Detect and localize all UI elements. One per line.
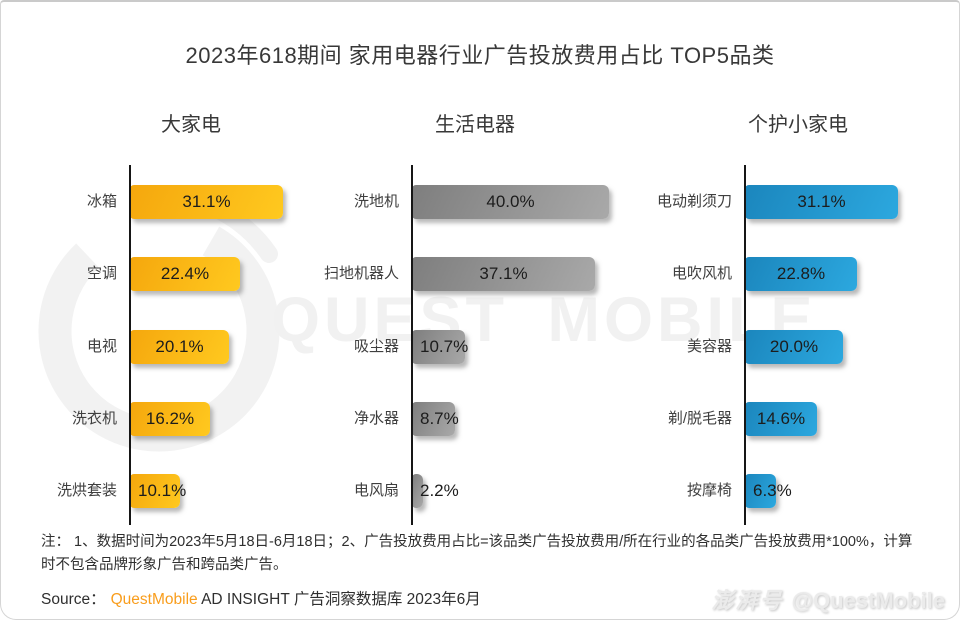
chart-row: 洗衣机 16.2% (1, 401, 354, 436)
source-prefix: Source： (41, 591, 106, 608)
chart-row: 电动剃须刀 31.1% (609, 185, 959, 219)
bar-rows: 冰箱 31.1% 空调 22.4% 电视 20.1% 洗衣机 16.2% 洗烘套装 10.1% (1, 165, 354, 525)
chart-row: 冰箱 31.1% (1, 185, 354, 219)
axis-line (129, 165, 131, 525)
category-label: 扫地机器人 (323, 265, 399, 283)
chart-row: 空调 22.4% (1, 257, 354, 292)
group-header-personal-care: 个护小家电 (748, 114, 848, 136)
bar-value-label: 22.8% (776, 264, 826, 284)
bar-value-label: 40.0% (486, 192, 535, 211)
bar-value-label: 16.2% (145, 408, 195, 428)
source-rest: AD INSIGHT 广告洞察数据库 2023年6月 (197, 591, 481, 608)
category-label: 美容器 (686, 337, 732, 355)
category-label: 电风扇 (353, 482, 399, 499)
chart-personal-care: 电动剃须刀 31.1% 电吹风机 22.8% 美容器 20.0% 剃/脱毛器 14.6% 按摩椅… (609, 165, 959, 525)
chart-row: 扫地机器人 37.1% (276, 257, 636, 292)
bar-value-label: 31.1% (797, 192, 846, 211)
bar: 31.1% (745, 185, 898, 219)
axis-line (744, 165, 746, 525)
pengpai-questmobile-watermark: 澎湃号 @QuestMobile (712, 583, 945, 615)
chart-row: 按摩椅 6.3% (609, 474, 959, 508)
bar-value-label: 10.1% (138, 481, 187, 500)
category-label: 洗烘套装 (56, 482, 117, 499)
bar-rows: 洗地机 40.0% 扫地机器人 37.1% 吸尘器 10.7% 净水器 8.7% 电风扇 2.2% (276, 165, 636, 525)
chart-row: 美容器 20.0% (609, 329, 959, 364)
source-brand: QuestMobile (110, 591, 198, 608)
bar: 2.2% (412, 474, 459, 508)
category-label: 洗地机 (353, 193, 399, 210)
chart-row: 净水器 8.7% (276, 401, 636, 436)
chart-row: 电视 20.1% (1, 329, 354, 364)
category-label: 吸尘器 (353, 337, 399, 355)
bar: 10.1% (130, 474, 186, 508)
chart-row: 剃/脱毛器 14.6% (609, 401, 959, 436)
bar: 16.2% (130, 401, 210, 436)
category-label: 洗衣机 (71, 409, 117, 427)
chart-row: 吸尘器 10.7% (276, 329, 636, 364)
bar: 37.1% (412, 257, 595, 292)
bar-value-label: 37.1% (479, 264, 528, 284)
bar: 14.6% (745, 401, 817, 436)
category-label: 净水器 (353, 409, 399, 427)
axis-line (411, 165, 413, 525)
bar-value-label: 6.3% (753, 481, 792, 500)
category-label: 按摩椅 (686, 482, 732, 499)
bar: 8.7% (412, 401, 459, 436)
bar: 10.7% (412, 329, 469, 364)
category-label: 冰箱 (86, 193, 117, 210)
chart-row: 电吹风机 22.8% (609, 257, 959, 292)
bar-value-label: 20.0% (769, 336, 819, 356)
category-label: 电动剃须刀 (656, 193, 732, 210)
source-line: Source： QuestMobile AD INSIGHT 广告洞察数据库 20… (41, 587, 481, 609)
chart-life-appliances: 洗地机 40.0% 扫地机器人 37.1% 吸尘器 10.7% 净水器 8.7% 电风扇 2.2% (276, 165, 636, 525)
bar: 20.0% (745, 329, 843, 364)
chart-major-appliances: 冰箱 31.1% 空调 22.4% 电视 20.1% 洗衣机 16.2% 洗烘套装 10.1% (1, 165, 354, 525)
bar: 6.3% (745, 474, 792, 508)
category-label: 剃/脱毛器 (667, 409, 732, 427)
chart-row: 洗地机 40.0% (276, 185, 636, 219)
footnote-text: 注： 1、数据时间为2023年5月18日-6月18日；2、广告投放费用占比=该品… (41, 534, 913, 573)
chart-row: 洗烘套装 10.1% (1, 474, 354, 508)
bar-value-label: 14.6% (756, 408, 806, 428)
bar-rows: 电动剃须刀 31.1% 电吹风机 22.8% 美容器 20.0% 剃/脱毛器 14.6% 按摩椅… (609, 165, 959, 525)
bar-value-label: 10.7% (420, 336, 469, 356)
category-label: 电吹风机 (671, 265, 732, 283)
bar-value-label: 22.4% (160, 264, 210, 284)
bar-value-label: 20.1% (155, 336, 204, 356)
bar: 40.0% (412, 185, 609, 219)
bar: 31.1% (130, 185, 283, 219)
chart-row: 电风扇 2.2% (276, 474, 636, 508)
category-label: 空调 (86, 265, 117, 283)
group-header-life-appliances: 生活电器 (435, 114, 515, 136)
questmobile-handle-text: @QuestMobile (791, 588, 945, 613)
group-header-major-appliances: 大家电 (161, 114, 221, 136)
bar: 22.4% (130, 257, 240, 292)
bar: 20.1% (130, 329, 229, 364)
category-label: 电视 (86, 337, 117, 355)
bar-value-label: 2.2% (420, 481, 459, 500)
page-title: 2023年618期间 家用电器行业广告投放费用占比 TOP5品类 (185, 43, 775, 68)
bar: 22.8% (745, 257, 857, 292)
footnote: 注： 1、数据时间为2023年5月18日-6月18日；2、广告投放费用占比=该品… (41, 531, 925, 577)
bar-value-label: 31.1% (182, 192, 231, 211)
questmobile-text-watermark: QUEST MOBILE (271, 285, 817, 355)
pengpai-badge-text: 澎湃号 (711, 588, 784, 613)
bar-value-label: 8.7% (420, 408, 459, 428)
